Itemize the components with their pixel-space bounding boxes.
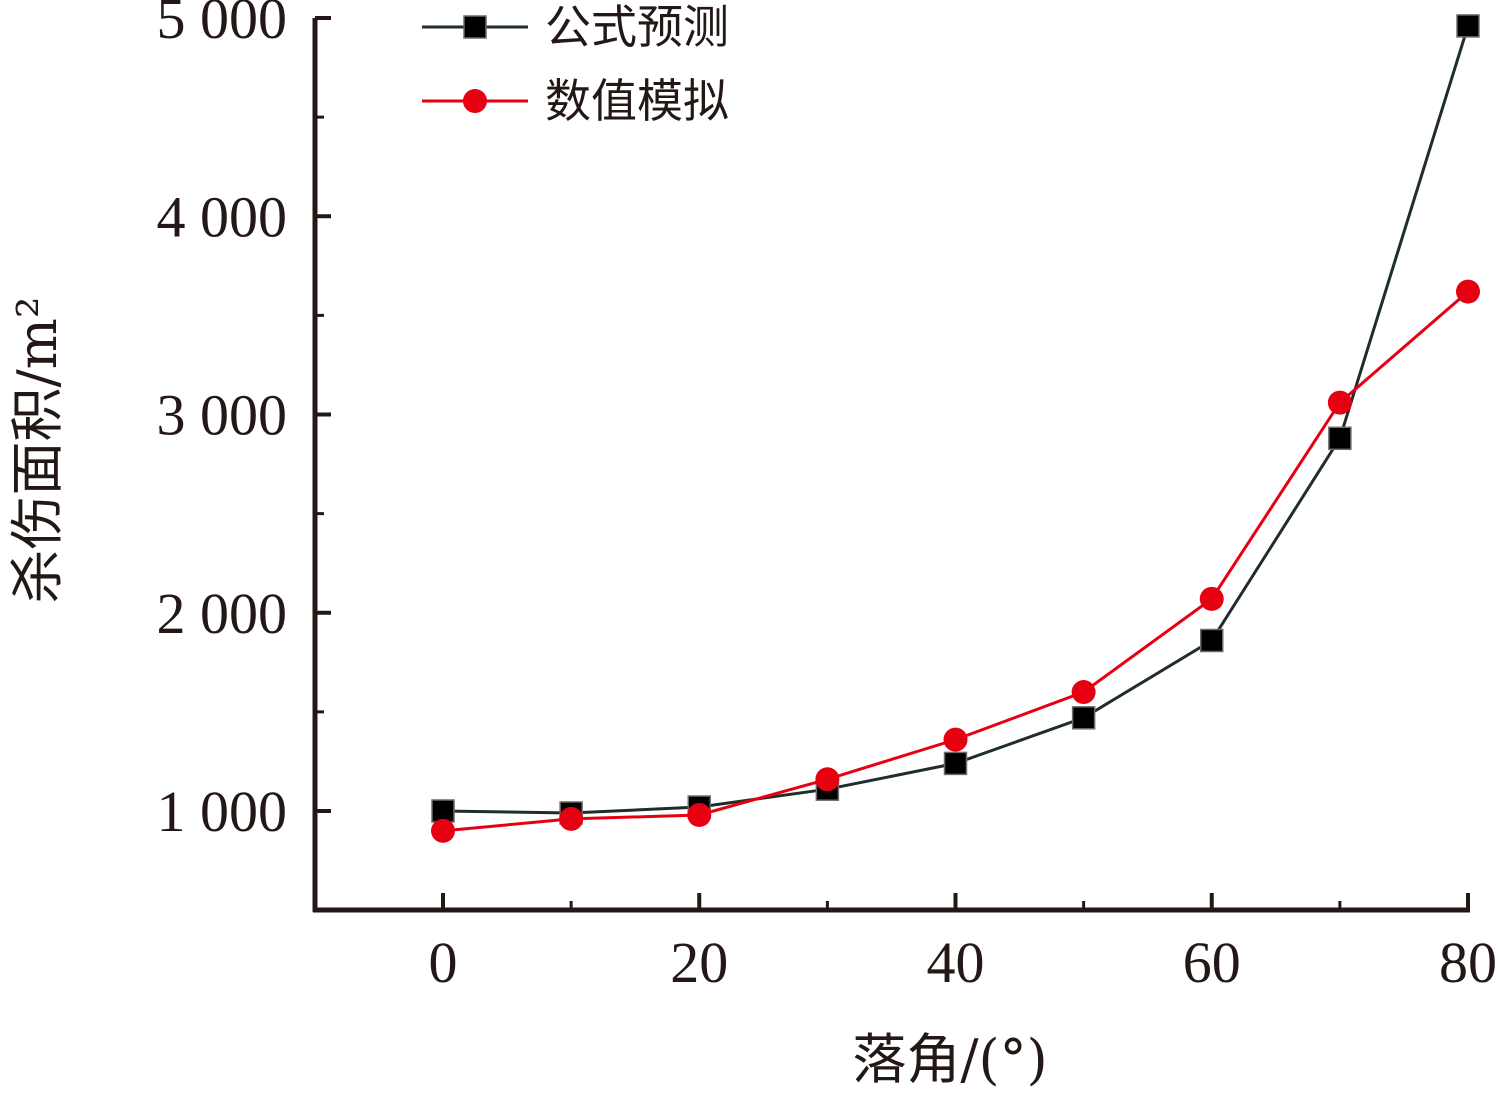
series-line xyxy=(442,25,1470,815)
data-point xyxy=(1200,628,1224,653)
data-point xyxy=(1327,390,1352,415)
legend-marker xyxy=(463,15,487,39)
series-2 xyxy=(431,279,1480,843)
x-tick-label: 60 xyxy=(1183,930,1241,995)
y-tick-label: 1 000 xyxy=(157,779,288,844)
y-axis-title: 杀伤面积/m² xyxy=(6,296,69,603)
legend-label: 数值模拟 xyxy=(545,74,729,128)
x-tick-label: 0 xyxy=(429,930,458,995)
y-tick-label: 3 000 xyxy=(157,383,288,448)
legend-label: 公式预测 xyxy=(545,0,729,54)
y-tick-label: 5 000 xyxy=(157,0,288,51)
y-tick-label: 2 000 xyxy=(157,581,288,646)
axes xyxy=(312,18,1470,913)
series-layer xyxy=(431,14,1480,843)
data-point xyxy=(1456,14,1480,38)
data-point xyxy=(1328,426,1352,451)
x-axis-title: 落角/(°) xyxy=(852,1028,1047,1091)
data-point xyxy=(1071,706,1096,730)
data-point xyxy=(687,802,712,827)
y-tick-label: 4 000 xyxy=(157,184,288,249)
data-point xyxy=(431,818,455,843)
data-point xyxy=(1199,586,1224,611)
data-point xyxy=(431,799,455,823)
legend-marker xyxy=(463,89,487,113)
x-tick-label: 80 xyxy=(1439,930,1497,995)
x-tick-label: 40 xyxy=(927,930,985,995)
data-point xyxy=(943,727,968,752)
data-point xyxy=(1071,680,1096,705)
series-1 xyxy=(431,14,1480,825)
data-point xyxy=(943,751,968,776)
legend-item: 公式预测 xyxy=(422,0,729,54)
legend-item: 数值模拟 xyxy=(422,74,729,128)
data-point xyxy=(1456,279,1480,304)
x-tick-label: 20 xyxy=(670,930,728,995)
data-point xyxy=(559,806,584,831)
ticks: 1 000 2 000 3 000 4 000 5 000 0 20 40 60 80 xyxy=(157,0,1498,995)
data-point xyxy=(815,767,840,792)
